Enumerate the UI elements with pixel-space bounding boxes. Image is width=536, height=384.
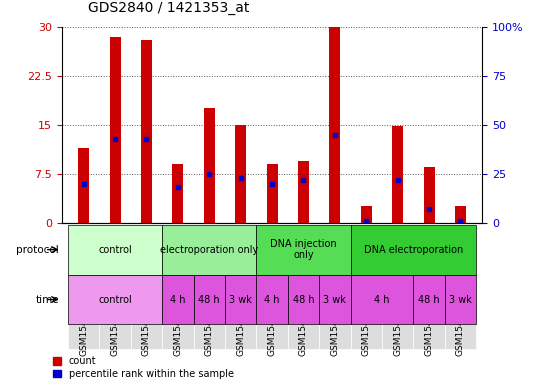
Text: GSM154218: GSM154218 — [330, 301, 339, 356]
Bar — [423, 167, 435, 223]
Bar — [455, 207, 466, 223]
FancyBboxPatch shape — [256, 275, 288, 324]
FancyBboxPatch shape — [288, 307, 319, 349]
Text: GSM154233: GSM154233 — [362, 301, 371, 356]
Text: GSM154238: GSM154238 — [205, 301, 214, 356]
Text: GSM154236: GSM154236 — [236, 301, 245, 356]
FancyBboxPatch shape — [413, 275, 445, 324]
FancyBboxPatch shape — [162, 307, 193, 349]
FancyBboxPatch shape — [99, 307, 131, 349]
FancyBboxPatch shape — [319, 307, 351, 349]
Text: GSM154235: GSM154235 — [425, 301, 434, 356]
Text: 48 h: 48 h — [418, 295, 440, 305]
Text: 48 h: 48 h — [293, 295, 314, 305]
Text: GSM154237: GSM154237 — [173, 301, 182, 356]
FancyBboxPatch shape — [445, 307, 476, 349]
Text: 3 wk: 3 wk — [323, 295, 346, 305]
Text: GSM154226: GSM154226 — [299, 301, 308, 356]
FancyBboxPatch shape — [445, 275, 476, 324]
Bar — [361, 207, 371, 223]
Text: 4 h: 4 h — [374, 295, 390, 305]
FancyBboxPatch shape — [351, 307, 382, 349]
FancyBboxPatch shape — [225, 307, 256, 349]
Bar — [298, 161, 309, 223]
FancyBboxPatch shape — [319, 275, 351, 324]
Text: GSM154234: GSM154234 — [393, 301, 402, 356]
FancyBboxPatch shape — [162, 225, 256, 275]
Text: time: time — [35, 295, 59, 305]
Bar — [78, 148, 89, 223]
FancyBboxPatch shape — [351, 225, 476, 275]
FancyBboxPatch shape — [162, 275, 193, 324]
Legend: count, percentile rank within the sample: count, percentile rank within the sample — [53, 356, 234, 379]
Text: control: control — [98, 295, 132, 305]
Text: GSM154212: GSM154212 — [79, 301, 88, 356]
Text: 3 wk: 3 wk — [229, 295, 252, 305]
Text: control: control — [98, 245, 132, 255]
Text: DNA injection
only: DNA injection only — [270, 239, 337, 260]
FancyBboxPatch shape — [193, 307, 225, 349]
Bar — [329, 27, 340, 223]
FancyBboxPatch shape — [413, 307, 445, 349]
FancyBboxPatch shape — [68, 225, 162, 275]
FancyBboxPatch shape — [288, 275, 319, 324]
FancyBboxPatch shape — [351, 275, 413, 324]
Bar — [204, 109, 215, 223]
Text: protocol: protocol — [16, 245, 59, 255]
Bar — [266, 164, 278, 223]
Bar — [141, 40, 152, 223]
FancyBboxPatch shape — [256, 307, 288, 349]
Text: 3 wk: 3 wk — [449, 295, 472, 305]
Bar — [109, 37, 121, 223]
FancyBboxPatch shape — [382, 307, 413, 349]
Text: 48 h: 48 h — [198, 295, 220, 305]
FancyBboxPatch shape — [225, 275, 256, 324]
FancyBboxPatch shape — [256, 225, 351, 275]
Text: 4 h: 4 h — [264, 295, 280, 305]
Text: GDS2840 / 1421353_at: GDS2840 / 1421353_at — [88, 2, 250, 15]
FancyBboxPatch shape — [193, 275, 225, 324]
Bar — [235, 125, 246, 223]
Text: GSM154230: GSM154230 — [456, 301, 465, 356]
Text: 4 h: 4 h — [170, 295, 185, 305]
Text: GSM154216: GSM154216 — [142, 301, 151, 356]
Text: electroporation only: electroporation only — [160, 245, 258, 255]
FancyBboxPatch shape — [68, 275, 162, 324]
FancyBboxPatch shape — [68, 307, 99, 349]
Text: GSM154222: GSM154222 — [267, 301, 277, 356]
Bar — [173, 164, 183, 223]
FancyBboxPatch shape — [131, 307, 162, 349]
Bar — [392, 126, 403, 223]
Text: DNA electroporation: DNA electroporation — [364, 245, 463, 255]
Text: GSM154215: GSM154215 — [110, 301, 120, 356]
